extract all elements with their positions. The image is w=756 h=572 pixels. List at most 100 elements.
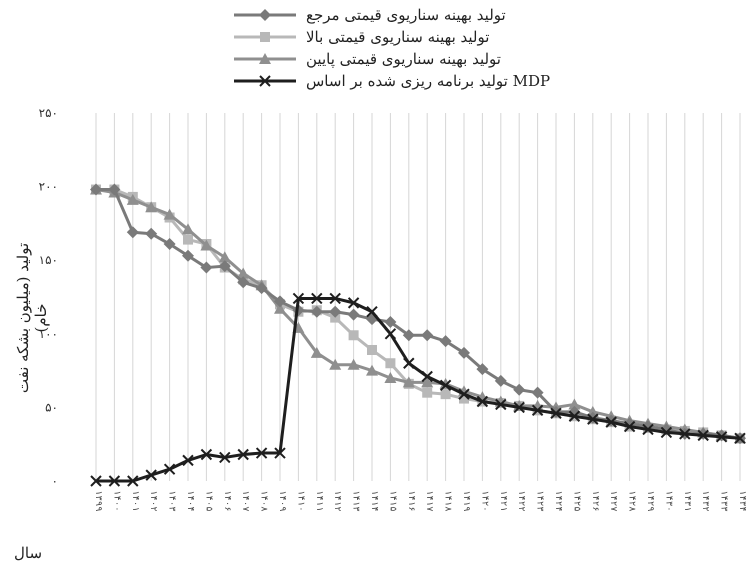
legend-swatch — [234, 9, 296, 21]
x-tick-label: ۱۴۱۹ — [461, 490, 471, 512]
data-point — [183, 234, 193, 245]
x-tick-label: ۱۴۰۸ — [259, 490, 269, 512]
x-tick-label: ۱۴۳۲ — [700, 490, 710, 512]
data-point — [623, 420, 636, 433]
data-point — [200, 261, 213, 274]
data-point — [218, 251, 231, 263]
data-point — [367, 344, 377, 355]
data-point — [550, 407, 562, 419]
data-point — [439, 335, 452, 348]
data-point — [697, 429, 709, 442]
legend-swatch — [234, 32, 296, 42]
data-point — [385, 358, 396, 369]
data-point — [200, 239, 213, 251]
legend-label: تولید بهینه سناریوی قیمتی بالا — [306, 28, 490, 46]
x-tick-label: ۱۴۲۲ — [516, 490, 526, 512]
data-point — [366, 364, 378, 376]
x-tick-label: ۱۴۲۳ — [535, 490, 545, 512]
x-tick-label: ۱۴۳۴ — [737, 490, 747, 512]
data-point — [348, 330, 359, 341]
data-point — [513, 383, 526, 396]
data-point — [347, 297, 360, 309]
series-1 — [91, 184, 745, 444]
data-point — [734, 432, 746, 445]
data-point — [182, 454, 194, 467]
x-tick-label: ۱۴۱۲ — [332, 490, 342, 512]
data-point — [274, 447, 286, 459]
legend-label: تولید برنامه ریزی شده بر اساس MDP — [306, 72, 551, 90]
x-tick-label: ۱۴۱۳ — [351, 490, 361, 512]
y-tick-label: ۵۰ — [45, 400, 58, 414]
data-point — [127, 475, 139, 487]
data-point — [421, 329, 434, 342]
data-point — [347, 308, 360, 321]
data-point — [679, 428, 691, 440]
x-tick-label: ۱۴۰۰ — [111, 490, 121, 512]
series-line — [95, 188, 741, 440]
data-point — [182, 249, 194, 262]
data-point — [292, 292, 305, 305]
series-3 — [90, 292, 746, 487]
legend-marker — [260, 32, 270, 42]
data-point — [421, 370, 433, 383]
data-point — [200, 448, 213, 461]
x-tick-label: ۱۴۱۴ — [369, 490, 379, 512]
data-point — [384, 316, 397, 329]
x-tick-label: ۱۴۲۱ — [498, 490, 508, 512]
data-point — [311, 292, 323, 305]
x-tick-label: ۱۴۲۵ — [571, 490, 581, 512]
data-point — [458, 346, 470, 359]
y-tick-label: ۱۰۰ — [39, 327, 58, 341]
data-point — [310, 346, 323, 358]
y-axis-label: تولید (میلیون بشکه نفت خام) — [14, 242, 50, 394]
data-point — [421, 376, 434, 388]
data-point — [237, 267, 250, 279]
data-point — [587, 413, 599, 425]
data-point — [108, 475, 121, 487]
data-point — [531, 404, 544, 417]
series-line — [96, 188, 741, 440]
x-tick-label: ۱۴۱۶ — [406, 490, 416, 512]
data-point — [108, 183, 121, 196]
x-tick-label: ۱۴۰۹ — [277, 490, 287, 512]
data-point — [255, 282, 268, 295]
data-point — [439, 379, 452, 392]
data-point — [219, 451, 231, 464]
data-point — [90, 475, 102, 487]
data-point — [568, 398, 581, 410]
x-tick-label: ۱۴۱۸ — [443, 490, 453, 512]
data-point — [163, 238, 176, 251]
data-point — [145, 227, 158, 240]
x-tick-label: ۱۴۲۷ — [608, 490, 618, 512]
data-point — [384, 328, 397, 340]
data-point — [459, 393, 469, 404]
x-axis-label: سال — [14, 544, 43, 562]
data-point — [715, 431, 728, 443]
x-tick-label: ۱۴۲۴ — [553, 490, 563, 512]
data-point — [568, 410, 581, 422]
data-point — [384, 371, 397, 383]
data-point — [310, 305, 323, 318]
data-point — [329, 292, 341, 305]
data-point — [586, 405, 599, 417]
x-tick-label: ۱۳۹۹ — [93, 490, 103, 512]
data-point — [163, 208, 176, 220]
data-point — [329, 358, 342, 370]
y-tick-label: ۲۰۰ — [39, 180, 58, 194]
x-tick-label: ۱۴۰۷ — [240, 490, 250, 512]
data-point — [660, 426, 673, 439]
legend-marker — [259, 75, 271, 87]
data-point — [366, 306, 378, 318]
data-point — [402, 329, 415, 342]
data-point — [145, 201, 158, 213]
plot-area — [90, 183, 746, 487]
series-line — [96, 296, 741, 483]
x-tick-label: ۱۴۰۳ — [167, 490, 177, 512]
data-point — [476, 395, 489, 408]
legend-swatch — [234, 75, 296, 87]
x-tick-label: ۱۴۰۴ — [185, 490, 195, 512]
x-tick-label: ۱۴۱۵ — [387, 490, 397, 512]
data-point — [90, 183, 102, 196]
data-point — [126, 193, 139, 205]
x-tick-label: ۱۴۰۵ — [203, 490, 213, 512]
